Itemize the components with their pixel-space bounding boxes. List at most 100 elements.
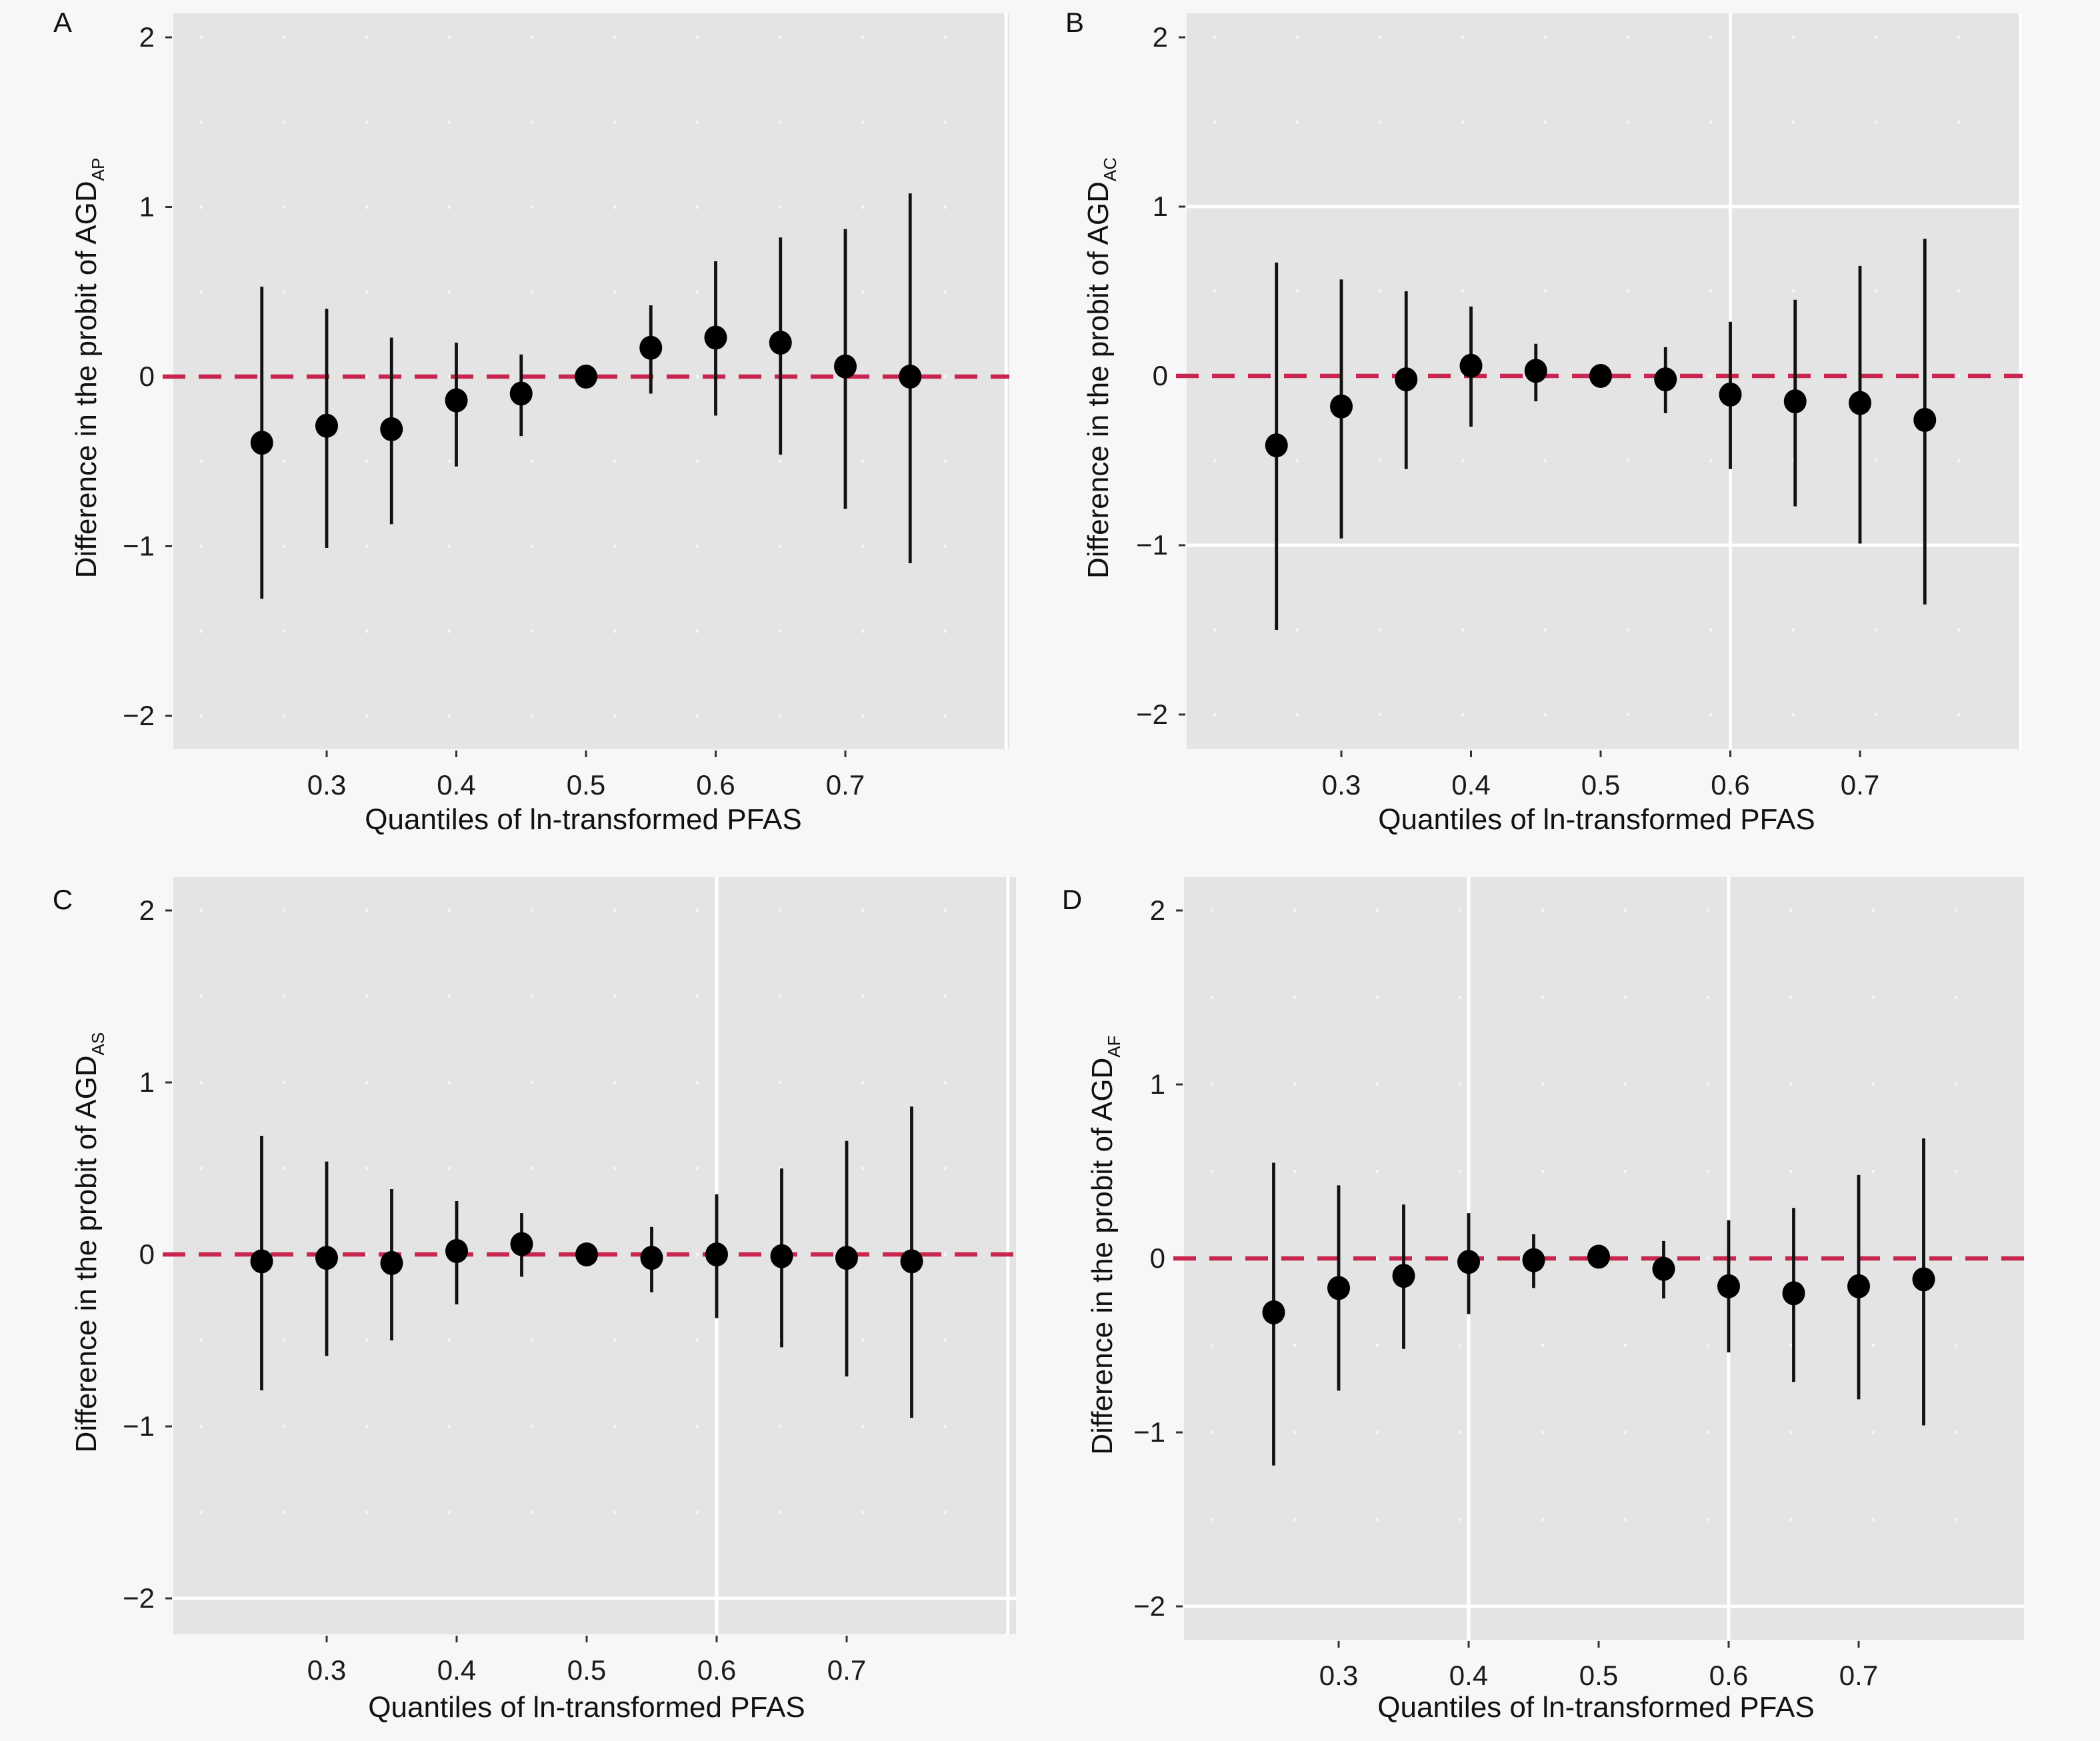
panel-label: D: [1062, 884, 1082, 915]
y-axis-title-main: Difference in the probit of AGD: [1086, 1058, 1119, 1455]
y-tick-label: −1: [123, 1410, 155, 1442]
y-axis-title-subscript: AC: [1100, 157, 1120, 181]
data-point: [1717, 1274, 1740, 1298]
x-tick-label: 0.6: [697, 1654, 736, 1686]
y-axis-title: Difference in the probit of AGDAC: [1082, 157, 1120, 579]
y-tick-label: 1: [1153, 191, 1168, 222]
data-point: [640, 1246, 663, 1270]
data-point: [1395, 367, 1418, 392]
data-point: [250, 1249, 273, 1274]
y-axis-title-main: Difference in the probit of AGD: [1082, 181, 1115, 579]
y-tick-label: 2: [1153, 21, 1168, 53]
data-point: [834, 354, 857, 379]
y-tick-label: −1: [1133, 1416, 1165, 1448]
data-point: [1719, 382, 1742, 407]
x-tick-label: 0.5: [1581, 769, 1620, 801]
data-point: [1849, 391, 1871, 415]
data-point: [510, 1232, 533, 1256]
panel-b: 2 1 0 −1 −2 0.3 0.4 0.5 0.6 0.7 Quantiles of ln-tr…: [1065, 7, 2023, 836]
y-tick-label: 2: [139, 894, 155, 926]
x-tick-label: 0.7: [1839, 1660, 1878, 1691]
x-tick-label: 0.7: [826, 769, 865, 801]
x-tick-label: 0.4: [437, 1654, 476, 1686]
data-point: [1589, 364, 1612, 388]
data-point: [1783, 389, 1807, 414]
data-point: [835, 1246, 858, 1270]
data-point: [1262, 1300, 1285, 1324]
x-axis-title: Quantiles of ln-transformed PFAS: [365, 803, 801, 836]
x-tick-label: 0.5: [567, 769, 605, 801]
data-point: [1459, 353, 1483, 378]
panel-label: A: [53, 7, 72, 38]
panel-d: 2 1 0 −1 −2 0.3 0.4 0.5 0.6 0.7 Quantiles of ln-tr…: [1062, 877, 2024, 1724]
x-tick-label: 0.5: [1579, 1660, 1618, 1691]
data-point: [1392, 1264, 1415, 1288]
panel-label: B: [1065, 7, 1084, 38]
x-tick-label: 0.7: [827, 1654, 866, 1686]
data-point: [1522, 1248, 1545, 1272]
x-axis-title: Quantiles of ln-transformed PFAS: [1377, 1691, 1814, 1724]
y-tick-label: 0: [1150, 1242, 1165, 1274]
data-point: [705, 1242, 728, 1266]
x-tick-label: 0.7: [1841, 769, 1879, 801]
data-point: [770, 1244, 793, 1268]
panel-a: 2 1 0 −1 −2 0.3 0.4 0.5 0.6 0.7 Quantiles of ln-tr…: [53, 7, 1009, 836]
data-point: [900, 1249, 923, 1274]
y-tick-label: 0: [1153, 360, 1168, 391]
data-point: [1912, 1267, 1935, 1292]
data-point: [1587, 1244, 1610, 1269]
x-tick-label: 0.3: [1319, 1660, 1358, 1691]
data-point: [380, 1250, 403, 1275]
data-point: [1847, 1274, 1870, 1298]
data-point: [315, 1246, 338, 1270]
y-axis-title-subscript: AF: [1104, 1035, 1124, 1057]
y-tick-label: 1: [1150, 1068, 1165, 1100]
data-point: [445, 388, 468, 413]
y-tick-label: 0: [139, 361, 155, 392]
x-tick-label: 0.6: [1709, 1660, 1748, 1691]
x-tick-label: 0.5: [567, 1654, 606, 1686]
y-tick-label: −2: [123, 1582, 155, 1614]
panel-label: C: [53, 884, 73, 915]
x-tick-label: 0.3: [307, 769, 346, 801]
data-point: [1654, 367, 1677, 392]
y-tick-label: −2: [1136, 699, 1168, 730]
panel-c: 2 1 0 −1 −2 0.3 0.4 0.5 0.6 0.7 Quantiles of ln-tr…: [53, 877, 1016, 1724]
data-point: [899, 365, 922, 389]
data-point: [639, 335, 663, 360]
data-point: [704, 325, 727, 350]
x-tick-label: 0.6: [1711, 769, 1749, 801]
y-axis-title-main: Difference in the probit of AGD: [70, 1055, 103, 1452]
data-point: [380, 417, 403, 441]
y-tick-label: −2: [123, 700, 155, 731]
data-point: [1524, 359, 1547, 383]
x-tick-label: 0.3: [307, 1654, 346, 1686]
data-point: [315, 413, 338, 438]
y-tick-label: −1: [1136, 529, 1168, 561]
data-point: [1913, 408, 1937, 433]
data-point: [445, 1238, 468, 1263]
data-point: [1330, 394, 1353, 419]
y-tick-label: 0: [139, 1238, 155, 1270]
data-point: [575, 1242, 598, 1266]
data-point: [1327, 1276, 1350, 1300]
data-point: [575, 365, 597, 389]
y-axis-title-subscript: AP: [88, 158, 108, 181]
x-tick-label: 0.4: [1449, 1660, 1488, 1691]
y-tick-label: 2: [139, 21, 155, 53]
x-tick-label: 0.4: [1451, 769, 1490, 801]
data-point: [250, 431, 273, 455]
y-tick-label: 1: [139, 1066, 155, 1098]
data-point: [509, 381, 533, 406]
x-axis-title: Quantiles of ln-transformed PFAS: [1378, 803, 1815, 836]
y-tick-label: −2: [1133, 1590, 1165, 1622]
y-tick-label: 1: [139, 191, 155, 223]
data-point: [1457, 1250, 1480, 1274]
y-axis-title-subscript: AS: [88, 1032, 108, 1056]
data-point: [1652, 1256, 1675, 1281]
x-tick-label: 0.4: [437, 769, 475, 801]
data-point: [1265, 433, 1288, 458]
x-tick-label: 0.6: [696, 769, 735, 801]
y-tick-label: −1: [123, 531, 155, 562]
